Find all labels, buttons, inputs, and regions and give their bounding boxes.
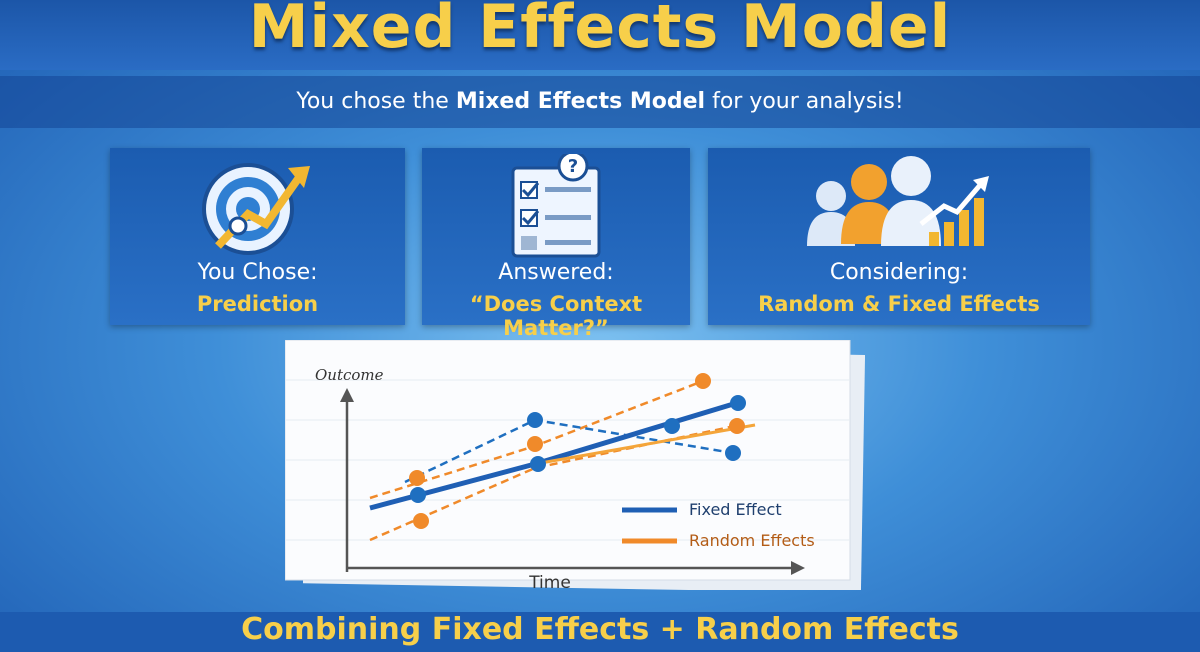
- card: You Chose: Prediction: [110, 148, 405, 325]
- card: Considering: Random & Fixed Effects: [708, 148, 1090, 325]
- card-value: “Does Context Matter?”: [469, 292, 643, 340]
- x-axis-label: Time: [528, 573, 571, 590]
- subtitle-text: You chose the: [296, 89, 456, 114]
- subtitle: You chose the Mixed Effects Model for yo…: [0, 76, 1200, 128]
- card: ? Answered: “Does Context Matter?”: [422, 148, 690, 340]
- title: Mixed Effects Model: [248, 0, 952, 62]
- people-icon: [807, 156, 989, 246]
- legend-label: Random Effects: [689, 531, 815, 550]
- footer: Combining Fixed Effects + Random Effects: [0, 612, 1200, 652]
- card-label: You Chose:: [197, 260, 318, 285]
- header-band: [0, 0, 1200, 70]
- subtitle-bold: Mixed Effects Model: [455, 89, 706, 114]
- subtitle-text: for your analysis!: [705, 89, 904, 114]
- svg-text:?: ?: [568, 156, 578, 177]
- checklist-icon: ?: [511, 154, 601, 258]
- card-value: Random & Fixed Effects: [758, 292, 1040, 316]
- card-label: Answered:: [498, 260, 614, 285]
- chart-illustration: Outcome Time Fixed Effect Random Effects: [285, 340, 865, 590]
- card-value: Prediction: [196, 292, 319, 316]
- target-icon: [201, 163, 310, 255]
- legend-label: Fixed Effect: [689, 500, 782, 519]
- y-axis-label: Outcome: [315, 366, 384, 384]
- card-label: Considering:: [829, 260, 969, 285]
